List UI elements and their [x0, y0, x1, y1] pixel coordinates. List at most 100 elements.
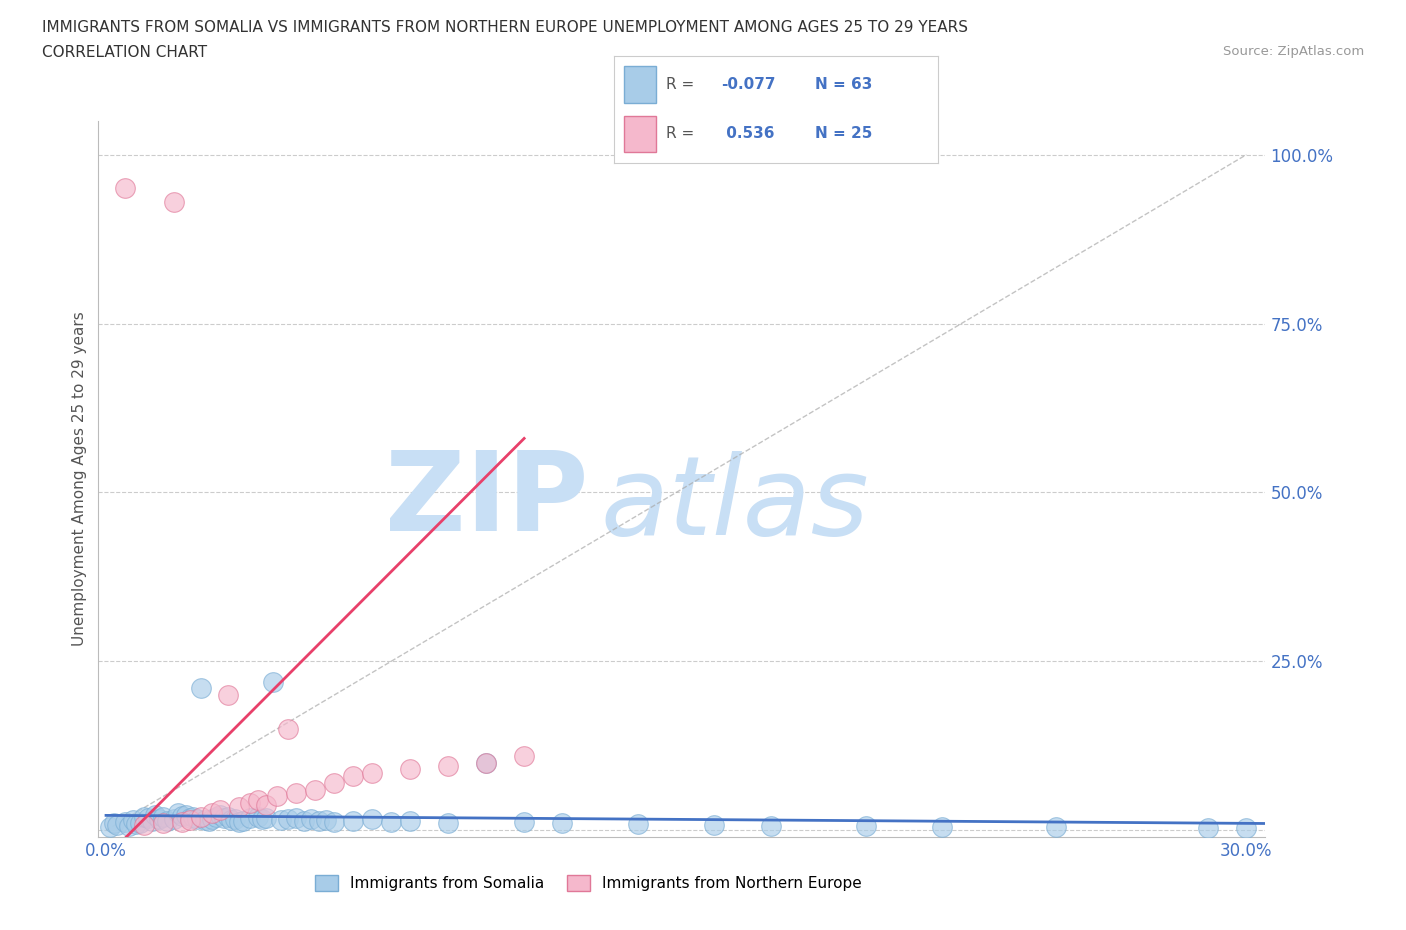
Point — [224, 812, 246, 827]
Bar — [624, 67, 657, 103]
Point — [228, 799, 250, 814]
Point — [132, 809, 155, 824]
Point — [250, 812, 273, 827]
Point — [1197, 820, 1219, 835]
Text: -0.077: -0.077 — [721, 77, 776, 92]
Point — [98, 819, 121, 834]
Point — [190, 809, 212, 824]
Point — [285, 811, 308, 826]
Point — [212, 811, 235, 826]
Point — [209, 803, 232, 817]
Legend: Immigrants from Somalia, Immigrants from Northern Europe: Immigrants from Somalia, Immigrants from… — [309, 870, 869, 897]
Point — [277, 722, 299, 737]
Point — [361, 812, 384, 827]
Point — [190, 681, 212, 696]
Point — [197, 814, 219, 829]
Point — [266, 789, 288, 804]
Point — [141, 814, 163, 829]
Point — [437, 759, 460, 774]
Point — [145, 808, 167, 823]
Point — [315, 813, 337, 828]
Point — [399, 762, 422, 777]
Point — [174, 807, 197, 822]
Point — [475, 755, 498, 770]
Point — [247, 792, 270, 807]
Point — [627, 817, 650, 831]
Point — [121, 813, 143, 828]
Point — [152, 816, 174, 830]
Point — [183, 809, 205, 824]
Point — [217, 809, 239, 824]
Point — [201, 811, 224, 826]
Text: N = 25: N = 25 — [815, 126, 872, 141]
Point — [931, 819, 953, 834]
Point — [221, 813, 243, 828]
Bar — [624, 115, 657, 153]
Point — [239, 796, 262, 811]
Text: ZIP: ZIP — [385, 447, 589, 554]
Point — [254, 797, 277, 812]
Point — [232, 814, 254, 829]
Point — [342, 814, 364, 829]
Point — [254, 811, 277, 826]
Point — [156, 814, 179, 829]
Point — [167, 806, 190, 821]
Point — [513, 815, 536, 830]
Point — [209, 808, 232, 823]
Point — [239, 811, 262, 826]
Point — [292, 814, 315, 829]
Point — [761, 818, 783, 833]
Point — [186, 812, 208, 827]
Point — [194, 813, 217, 828]
Point — [148, 812, 170, 827]
Point — [513, 749, 536, 764]
Point — [152, 810, 174, 825]
Point — [103, 816, 125, 830]
Point — [132, 817, 155, 832]
Text: R =: R = — [666, 126, 695, 141]
Point — [118, 818, 141, 833]
Point — [114, 815, 136, 830]
Point — [703, 817, 725, 832]
Point — [342, 769, 364, 784]
Point — [262, 674, 284, 689]
Point — [855, 818, 877, 833]
Point — [323, 815, 346, 830]
Point — [170, 808, 193, 823]
Text: Source: ZipAtlas.com: Source: ZipAtlas.com — [1223, 45, 1364, 58]
Y-axis label: Unemployment Among Ages 25 to 29 years: Unemployment Among Ages 25 to 29 years — [72, 312, 87, 646]
Point — [270, 813, 292, 828]
Point — [201, 806, 224, 821]
Point — [304, 782, 326, 797]
Text: CORRELATION CHART: CORRELATION CHART — [42, 45, 207, 60]
Point — [163, 811, 186, 826]
Point — [551, 816, 574, 830]
Point — [361, 765, 384, 780]
Point — [308, 814, 330, 829]
Point — [136, 811, 159, 826]
Point — [285, 786, 308, 801]
Point — [170, 815, 193, 830]
Point — [217, 687, 239, 702]
Point — [299, 812, 322, 827]
Text: IMMIGRANTS FROM SOMALIA VS IMMIGRANTS FROM NORTHERN EUROPE UNEMPLOYMENT AMONG AG: IMMIGRANTS FROM SOMALIA VS IMMIGRANTS FR… — [42, 20, 969, 35]
Point — [179, 811, 201, 826]
Point — [399, 814, 422, 829]
Text: 0.536: 0.536 — [721, 126, 775, 141]
Point — [163, 194, 186, 209]
Point — [179, 813, 201, 828]
Point — [277, 811, 299, 826]
Point — [107, 817, 129, 832]
Point — [228, 815, 250, 830]
Text: N = 63: N = 63 — [815, 77, 872, 92]
Text: R =: R = — [666, 77, 695, 92]
Point — [475, 755, 498, 770]
Point — [247, 809, 270, 824]
Point — [114, 181, 136, 196]
Point — [380, 815, 402, 830]
Point — [1234, 820, 1257, 835]
Point — [129, 816, 152, 830]
Text: atlas: atlas — [600, 450, 869, 557]
Point — [1045, 819, 1067, 834]
Point — [437, 816, 460, 830]
